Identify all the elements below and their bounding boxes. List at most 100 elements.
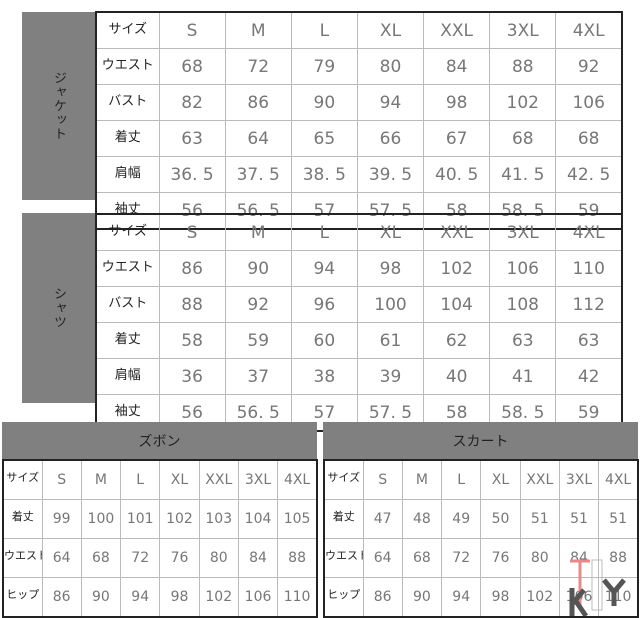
measurement-cell: 59 [224,322,292,359]
size-header-4xl: 4XL [555,11,623,49]
measurement-cell: 98 [423,84,491,121]
measurement-cell: 82 [158,84,226,121]
table-row: 着丈 47 48 49 50 51 51 51 [323,499,639,539]
measurement-cell: 86 [158,250,226,287]
shirt-title: シャツ [51,287,66,329]
pants-title: ズボン [138,433,181,450]
jacket-title: ジャケット [51,71,66,141]
measurement-cell: 92 [224,286,292,323]
row-label: バスト [95,286,160,323]
measurement-cell: 72 [224,48,292,85]
row-label: 着丈 [95,322,160,359]
measurement-cell: 61 [356,322,425,359]
measurement-cell: 36 [158,358,226,395]
size-header-s: S [362,459,403,500]
measurement-cell: 102 [159,499,200,539]
size-header-xxl: XXL [423,213,491,251]
measurement-cell: 88 [158,286,226,323]
measurement-cell: 51 [598,499,639,539]
size-header-4xl: 4XL [277,459,318,500]
measurement-cell: 63 [555,322,623,359]
measurement-cell: 49 [441,499,482,539]
measurement-cell: 90 [80,577,122,618]
size-header-row: サイズ S M L XL XXL 3XL 4XL [323,459,639,500]
table-row: 着丈 58 59 60 61 62 63 63 [95,322,623,359]
measurement-cell: 47 [362,499,403,539]
table-row: 袖丈 56 56. 5 57 57. 5 58 58. 5 59 [95,192,623,230]
size-header-xl: XL [480,459,521,500]
row-label: 着丈 [2,499,43,539]
measurement-cell: 90 [290,84,358,121]
measurement-cell: 102 [489,84,557,121]
pants-size-table: サイズ S M L XL XXL 3XL 4XL 着丈 99 100 101 102 103 104 105 ウ… [2,459,318,618]
size-label: サイズ [95,11,160,49]
measurement-cell: 100 [356,286,425,323]
size-header-row: サイズ S M L XL XXL 3XL 4XL [2,459,318,500]
measurement-cell: 106 [237,577,279,618]
measurement-cell: 67 [423,120,491,157]
size-header-s: S [41,459,82,500]
measurement-cell: 58 [158,322,226,359]
measurement-cell: 63 [158,120,226,157]
measurement-cell: 68 [80,538,122,578]
measurement-cell: 102 [423,250,491,287]
size-header-m: M [224,213,292,251]
logo-letter-y [602,578,626,606]
kty-logo-watermark [569,559,626,616]
measurement-cell: 106 [555,84,623,121]
row-label: ウエスト [2,538,43,578]
measurement-cell: 86 [362,577,403,618]
pants-header: ズボン [2,422,317,459]
measurement-cell: 80 [519,538,560,578]
measurement-cell: 90 [224,250,292,287]
size-header-3xl: 3XL [237,459,279,500]
measurement-cell: 36. 5 [158,156,226,193]
size-header-s: S [158,213,226,251]
measurement-cell: 64 [224,120,292,157]
measurement-cell: 39 [356,358,425,395]
measurement-cell: 79 [290,48,358,85]
measurement-cell: 96 [290,286,358,323]
skirt-size-table: サイズSMLXLXXL3XL4XL着丈47484950515151ウエスト646… [323,459,639,618]
measurement-cell: 68 [401,538,443,578]
size-header-3xl: 3XL [489,213,557,251]
logo-letter-k [569,588,589,616]
measurement-cell: 86 [41,577,82,618]
size-label: サイズ [2,459,43,500]
measurement-cell: 41. 5 [489,156,557,193]
size-header-l: L [120,459,161,500]
row-label: 着丈 [323,499,364,539]
table-row: ウエスト64687276808488 [2,538,318,578]
measurement-cell: 102 [519,577,560,618]
measurement-cell: 40 [423,358,491,395]
size-header-row: サイズ S M L XL XXL 3XL 4XL [95,11,623,49]
measurement-cell: 94 [290,250,358,287]
jacket-size-table: サイズ S M L XL XXL 3XL 4XL ウエスト 68 72 79 80 84 88 92 バスト 82… [95,11,623,230]
measurement-cell: 38. 5 [290,156,358,193]
measurement-cell: 41 [489,358,557,395]
measurement-cell: 65 [290,120,358,157]
size-header-xxl: XXL [423,11,491,49]
measurement-cell: 80 [356,48,425,85]
row-label: ウエスト [95,48,160,85]
table-row: ウエスト 68 72 79 80 84 88 92 [95,48,623,85]
table-row: ウエスト 86 90 94 98 102 106 110 [95,250,623,287]
table-row: 着丈 63 64 65 66 67 68 68 [95,120,623,157]
measurement-cell: 94 [120,577,161,618]
measurement-cell: 98 [356,250,425,287]
measurement-cell: 94 [356,84,425,121]
measurement-cell: 102 [198,577,239,618]
measurement-cell: 104 [237,499,279,539]
size-header-xxl: XXL [198,459,239,500]
shirt-size-table: サイズ S M L XL XXL 3XL 4XL ウエスト 86 90 94 98 102 106 110 バス… [95,213,623,432]
measurement-cell: 64 [41,538,82,578]
measurement-cell: 42. 5 [555,156,623,193]
measurement-cell: 94 [441,577,482,618]
size-header-l: L [290,213,358,251]
measurement-cell: 72 [441,538,482,578]
measurement-cell: 76 [159,538,200,578]
size-label: サイズ [95,213,160,251]
measurement-cell: 104 [423,286,491,323]
row-label: ヒップ [2,577,43,618]
row-label: 肩幅 [95,156,160,193]
